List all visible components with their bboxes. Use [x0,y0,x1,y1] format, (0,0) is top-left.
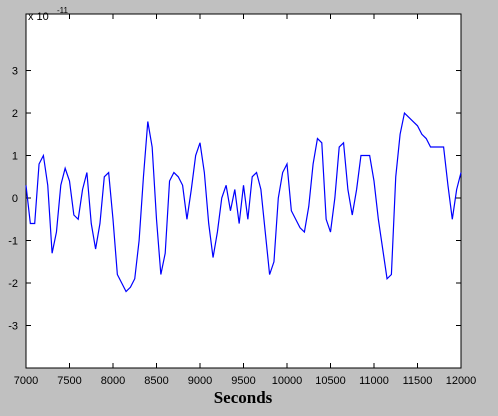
y-tick-label: 2 [12,108,18,120]
x-axis-label: Seconds [214,388,273,407]
x-tick-label: 11000 [359,375,389,387]
data-line [25,111,462,293]
y-multiplier-base: x 10 [28,11,49,23]
x-tick-label: 8500 [144,375,168,387]
y-tick-label: -3 [8,321,18,333]
y-tick-label: -2 [8,278,18,290]
y-tick-label: -1 [8,236,18,248]
plot-area [25,13,462,369]
x-tick-label: 9000 [188,375,212,387]
y-multiplier-exponent: -11 [57,6,69,15]
x-tick-label: 7000 [14,375,38,387]
x-tick-label: 10000 [272,375,303,387]
x-tick-label: 12000 [446,375,477,387]
x-tick-label: 7500 [57,375,81,387]
y-tick-label: 3 [12,66,18,78]
x-tick-label: 10500 [315,375,346,387]
y-tick-label: 1 [12,151,18,163]
x-tick-label: 9500 [231,375,255,387]
x-tick-label: 8000 [101,375,125,387]
y-tick-label: 0 [12,193,18,205]
x-tick-label: 11500 [403,375,433,387]
